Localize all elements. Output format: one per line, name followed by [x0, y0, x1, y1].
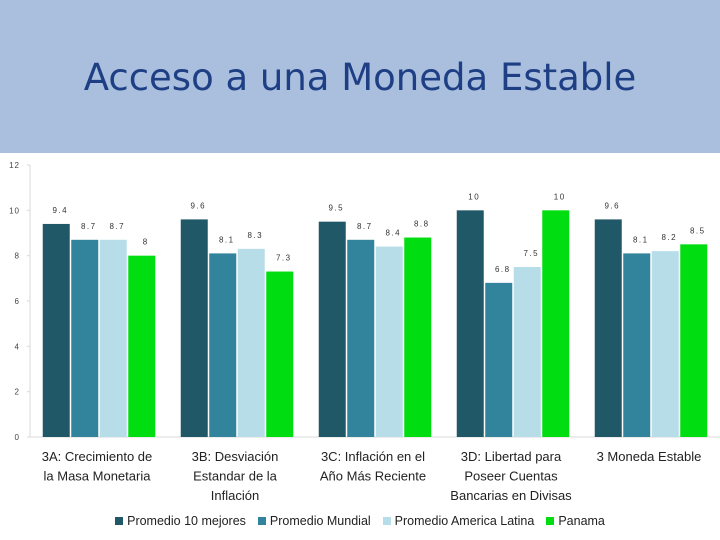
x-tick-label: 3B: Desviación — [192, 449, 279, 464]
data-label: 6.8 — [495, 265, 511, 274]
legend-swatch — [115, 517, 124, 525]
x-tick-label: Poseer Cuentas — [464, 469, 558, 484]
legend-item: Promedio 10 mejores — [115, 514, 246, 528]
legend-label: Promedio Mundial — [269, 514, 371, 528]
data-label: 8.7 — [357, 222, 373, 231]
bar — [680, 244, 708, 437]
bar-chart: 0 2 4 6 8 10 12 9.4 9.6 9.5 10 9.6 8.7 8.1 8.7 6.8 8.1 8.… — [9, 161, 720, 503]
bar — [456, 210, 484, 437]
bar — [99, 239, 127, 437]
bar — [594, 219, 622, 437]
x-tick-label: la Masa Monetaria — [44, 469, 152, 484]
x-tick-label: Año Más Reciente — [320, 469, 426, 484]
x-tick-label: Inflación — [211, 488, 259, 503]
x-tick-label: Bancarias en Divisas — [450, 488, 572, 503]
data-label: 8.4 — [385, 229, 401, 238]
y-tick-label: 10 — [9, 206, 20, 215]
data-label: 7.3 — [276, 254, 292, 263]
data-label: 8.1 — [633, 235, 649, 244]
bar — [266, 271, 294, 437]
bar — [347, 239, 375, 437]
y-tick-label: 12 — [9, 161, 20, 170]
data-label: 8.7 — [81, 222, 97, 231]
data-label: 9.5 — [328, 204, 344, 213]
x-tick-label: 3 Moneda Estable — [597, 449, 702, 464]
y-tick-label: 6 — [15, 297, 20, 306]
legend-swatch — [382, 517, 391, 525]
y-tick-label: 8 — [15, 252, 20, 261]
bar — [651, 251, 679, 437]
x-tick-label: 3C: Inflación en el — [321, 449, 425, 464]
data-label: 9.6 — [604, 201, 620, 210]
data-label: 8.2 — [661, 233, 677, 242]
bar — [404, 237, 432, 437]
data-label: 7.5 — [523, 249, 539, 258]
bar — [485, 282, 513, 437]
legend-label: Panama — [558, 514, 605, 528]
data-label: 8.8 — [414, 220, 430, 229]
bar — [42, 223, 70, 437]
chart-title: Acceso a una Moneda Estable — [83, 56, 637, 99]
legend-item: Panama — [546, 514, 605, 528]
data-label: 8 — [143, 238, 149, 247]
data-label: 8.5 — [690, 226, 706, 235]
data-label: 9.4 — [52, 206, 68, 215]
legend-swatch — [546, 517, 555, 525]
x-tick-label: 3A: Crecimiento de — [42, 449, 153, 464]
data-label: 9.6 — [190, 201, 206, 210]
data-label: 10 — [554, 192, 566, 201]
x-tick-label: 3D: Libertad para — [461, 449, 562, 464]
bar — [237, 248, 265, 437]
bar — [71, 239, 99, 437]
chart-legend: Promedio 10 mejores Promedio Mundial Prome… — [0, 514, 720, 528]
title-banner: Acceso a una Moneda Estable — [0, 0, 720, 153]
legend-label: Promedio America Latina — [394, 514, 535, 528]
data-label: 8.3 — [247, 231, 263, 240]
bar — [209, 253, 237, 437]
bar — [180, 219, 208, 437]
legend-item: Promedio Mundial — [257, 514, 371, 528]
bar — [128, 255, 156, 437]
x-tick-label: Estandar de la — [193, 469, 278, 484]
bar — [375, 246, 403, 437]
data-label: 10 — [468, 192, 480, 201]
bar — [513, 267, 541, 437]
legend-label: Promedio 10 mejores — [127, 514, 246, 528]
y-tick-label: 0 — [15, 433, 20, 442]
bar — [318, 221, 346, 437]
y-tick-label: 2 — [15, 388, 20, 397]
legend-item: Promedio America Latina — [382, 514, 535, 528]
y-tick-label: 4 — [15, 342, 20, 351]
legend-swatch — [257, 517, 266, 525]
data-label: 8.1 — [219, 235, 235, 244]
data-label: 8.7 — [109, 222, 125, 231]
bar — [623, 253, 651, 437]
bar — [542, 210, 570, 437]
